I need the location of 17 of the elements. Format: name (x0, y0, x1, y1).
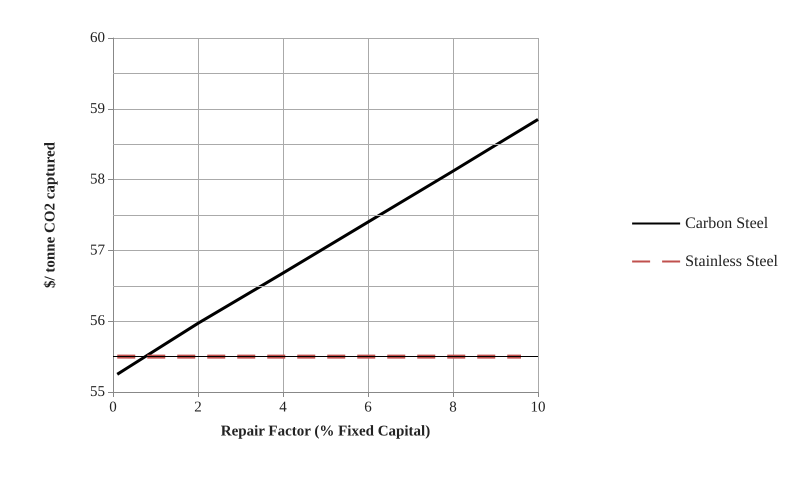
y-tick-label: 55 (90, 384, 105, 400)
line-series (116, 118, 540, 376)
y-tick-label: 59 (90, 100, 105, 117)
x-tick-label: 8 (449, 400, 457, 416)
y-tick-label: 58 (90, 172, 105, 188)
legend-label: Stainless Steel (685, 253, 779, 270)
x-tick-label: 4 (279, 400, 288, 416)
x-tick-label: 0 (109, 400, 117, 416)
legend-label: Carbon Steel (685, 215, 769, 232)
y-tick-label: 56 (90, 313, 106, 330)
y-axis-title: $/ tonne CO2 captured (42, 141, 58, 288)
y-tick-label: 60 (90, 30, 105, 46)
x-tick-label: 10 (530, 400, 546, 416)
y-tick-label: 57 (90, 242, 106, 258)
x-axis-title: Repair Factor (% Fixed Capital) (220, 424, 430, 440)
x-tick-label: 2 (194, 400, 202, 416)
x-tick-label: 6 (364, 400, 372, 416)
